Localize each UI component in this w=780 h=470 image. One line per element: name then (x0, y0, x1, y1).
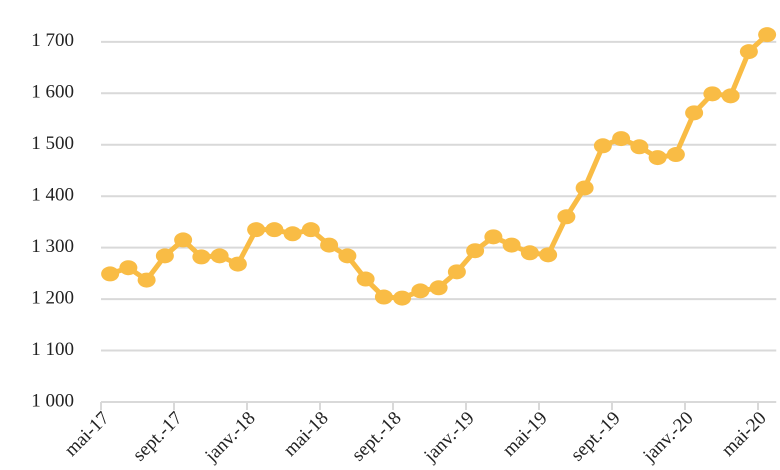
marker (685, 105, 704, 121)
marker (301, 222, 320, 238)
marker (612, 131, 631, 147)
x-tick-label: mai-17 (61, 408, 114, 461)
x-tick-label: janv.-18 (201, 408, 260, 467)
marker (247, 222, 266, 238)
marker (447, 264, 466, 280)
marker (356, 271, 375, 287)
marker (539, 247, 558, 263)
marker (283, 226, 302, 242)
marker (520, 245, 539, 261)
y-tick-label: 1 100 (31, 339, 74, 360)
marker (593, 138, 612, 154)
marker (320, 237, 339, 253)
marker (721, 88, 740, 104)
x-tick-label: mai-18 (280, 408, 333, 461)
y-tick-label: 1 200 (31, 287, 74, 308)
x-tick-label: sept.-18 (348, 408, 406, 466)
marker (666, 147, 685, 163)
marker (557, 209, 576, 225)
y-tick-label: 1 400 (31, 185, 74, 206)
marker (174, 232, 193, 248)
marker (265, 222, 284, 238)
marker (338, 248, 357, 264)
y-tick-label: 1 500 (31, 133, 74, 154)
x-tick-label: mai-20 (718, 408, 771, 461)
marker (210, 248, 229, 264)
marker (758, 27, 777, 43)
x-tick-label: sept.-19 (567, 408, 625, 466)
marker (575, 180, 594, 196)
marker (703, 86, 722, 102)
marker (739, 44, 758, 60)
x-tick-label: janv.-19 (420, 408, 479, 467)
marker (374, 289, 393, 305)
x-tick-label: mai-19 (499, 408, 552, 461)
y-tick-label: 1 600 (31, 82, 74, 103)
marker (630, 139, 649, 155)
marker (484, 229, 503, 245)
x-tick-label: janv.-20 (639, 408, 698, 467)
marker (648, 150, 667, 166)
marker (228, 256, 247, 272)
x-tick-label: sept.-17 (129, 408, 187, 466)
marker (502, 237, 521, 253)
marker (119, 260, 138, 276)
y-tick-label: 1 000 (31, 390, 74, 411)
marker (137, 272, 156, 288)
marker (101, 266, 120, 282)
y-tick-label: 1 300 (31, 236, 74, 257)
marker (155, 248, 174, 264)
marker (192, 249, 211, 265)
marker (466, 243, 485, 259)
marker (393, 290, 412, 306)
y-tick-label: 1 700 (31, 30, 74, 51)
marker (429, 280, 448, 296)
marker (411, 283, 430, 299)
